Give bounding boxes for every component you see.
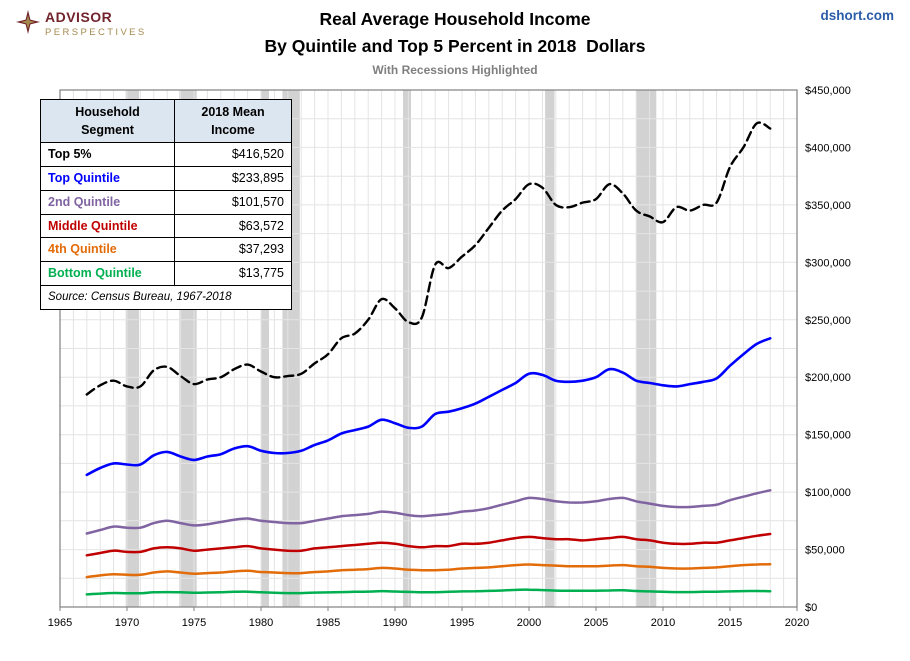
y-tick-label: $150,000 <box>805 430 851 442</box>
compass-star-icon <box>16 10 40 34</box>
y-tick-label: $300,000 <box>805 257 851 269</box>
logo-advisor-text: ADVISOR <box>45 9 113 25</box>
series-line-top-5- <box>85 121 772 396</box>
series-line-top-quintile <box>85 337 772 477</box>
x-tick-label: 1975 <box>182 617 206 629</box>
legend-segment-label: Middle Quintile <box>40 213 175 239</box>
legend-source-row: Source: Census Bureau, 1967-2018 <box>40 284 292 311</box>
logo-perspectives-text: PERSPECTIVES <box>45 27 147 39</box>
legend-header-row: Household Segment 2018 Mean Income <box>40 98 292 144</box>
legend-segment-value: $101,570 <box>174 189 292 215</box>
legend-header-segment: Household Segment <box>40 98 175 144</box>
legend-segment-value: $37,293 <box>174 237 292 262</box>
dshort-site-link[interactable]: dshort.com <box>820 8 894 23</box>
y-tick-label: $250,000 <box>805 315 851 327</box>
x-tick-label: 2020 <box>785 617 809 629</box>
y-tick-label: $400,000 <box>805 142 851 154</box>
x-tick-label: 1995 <box>450 617 474 629</box>
x-tick-label: 1980 <box>249 617 273 629</box>
legend-row: 2nd Quintile $101,570 <box>40 189 292 215</box>
advisor-perspectives-logo: ADVISOR PERSPECTIVES <box>16 9 147 39</box>
plot-border <box>59 89 798 608</box>
legend-segment-label: 4th Quintile <box>40 237 175 262</box>
y-tick-label: $0 <box>805 602 817 614</box>
y-tick-label: $50,000 <box>805 545 845 557</box>
x-tick-label: 1965 <box>48 617 72 629</box>
legend-row: Top Quintile $233,895 <box>40 166 292 191</box>
legend-source-note: Source: Census Bureau, 1967-2018 <box>40 284 292 311</box>
x-tick-label: 2000 <box>517 617 541 629</box>
x-tick-label: 1990 <box>383 617 407 629</box>
series-line-bottom-quintile <box>85 588 772 596</box>
legend-segment-label: Bottom Quintile <box>40 261 175 286</box>
legend-segment-label: Top 5% <box>40 142 175 167</box>
legend-segment-value: $233,895 <box>174 166 292 191</box>
y-tick-label: $100,000 <box>805 487 851 499</box>
legend-segment-label: Top Quintile <box>40 166 175 191</box>
legend-table: Household Segment 2018 Mean Income Top 5… <box>40 98 292 311</box>
series-line-2nd-quintile <box>85 489 772 535</box>
y-tick-label: $350,000 <box>805 200 851 212</box>
x-tick-label: 1970 <box>115 617 139 629</box>
x-tick-label: 1985 <box>316 617 340 629</box>
y-tick-label: $450,000 <box>805 85 851 97</box>
legend-row: Bottom Quintile $13,775 <box>40 261 292 286</box>
x-tick-label: 2015 <box>718 617 742 629</box>
legend-segment-label: 2nd Quintile <box>40 189 175 215</box>
legend-segment-value: $63,572 <box>174 213 292 239</box>
x-tick-label: 2005 <box>584 617 608 629</box>
x-tick-label: 2010 <box>651 617 675 629</box>
legend-row: Top 5% $416,520 <box>40 142 292 167</box>
y-tick-label: $200,000 <box>805 372 851 384</box>
legend-segment-value: $416,520 <box>174 142 292 167</box>
series-line-middle-quintile <box>85 532 772 557</box>
legend-header-income: 2018 Mean Income <box>174 98 292 144</box>
legend-row: Middle Quintile $63,572 <box>40 213 292 239</box>
series-line-4th-quintile <box>85 562 772 579</box>
legend-segment-value: $13,775 <box>174 261 292 286</box>
legend-row: 4th Quintile $37,293 <box>40 237 292 262</box>
